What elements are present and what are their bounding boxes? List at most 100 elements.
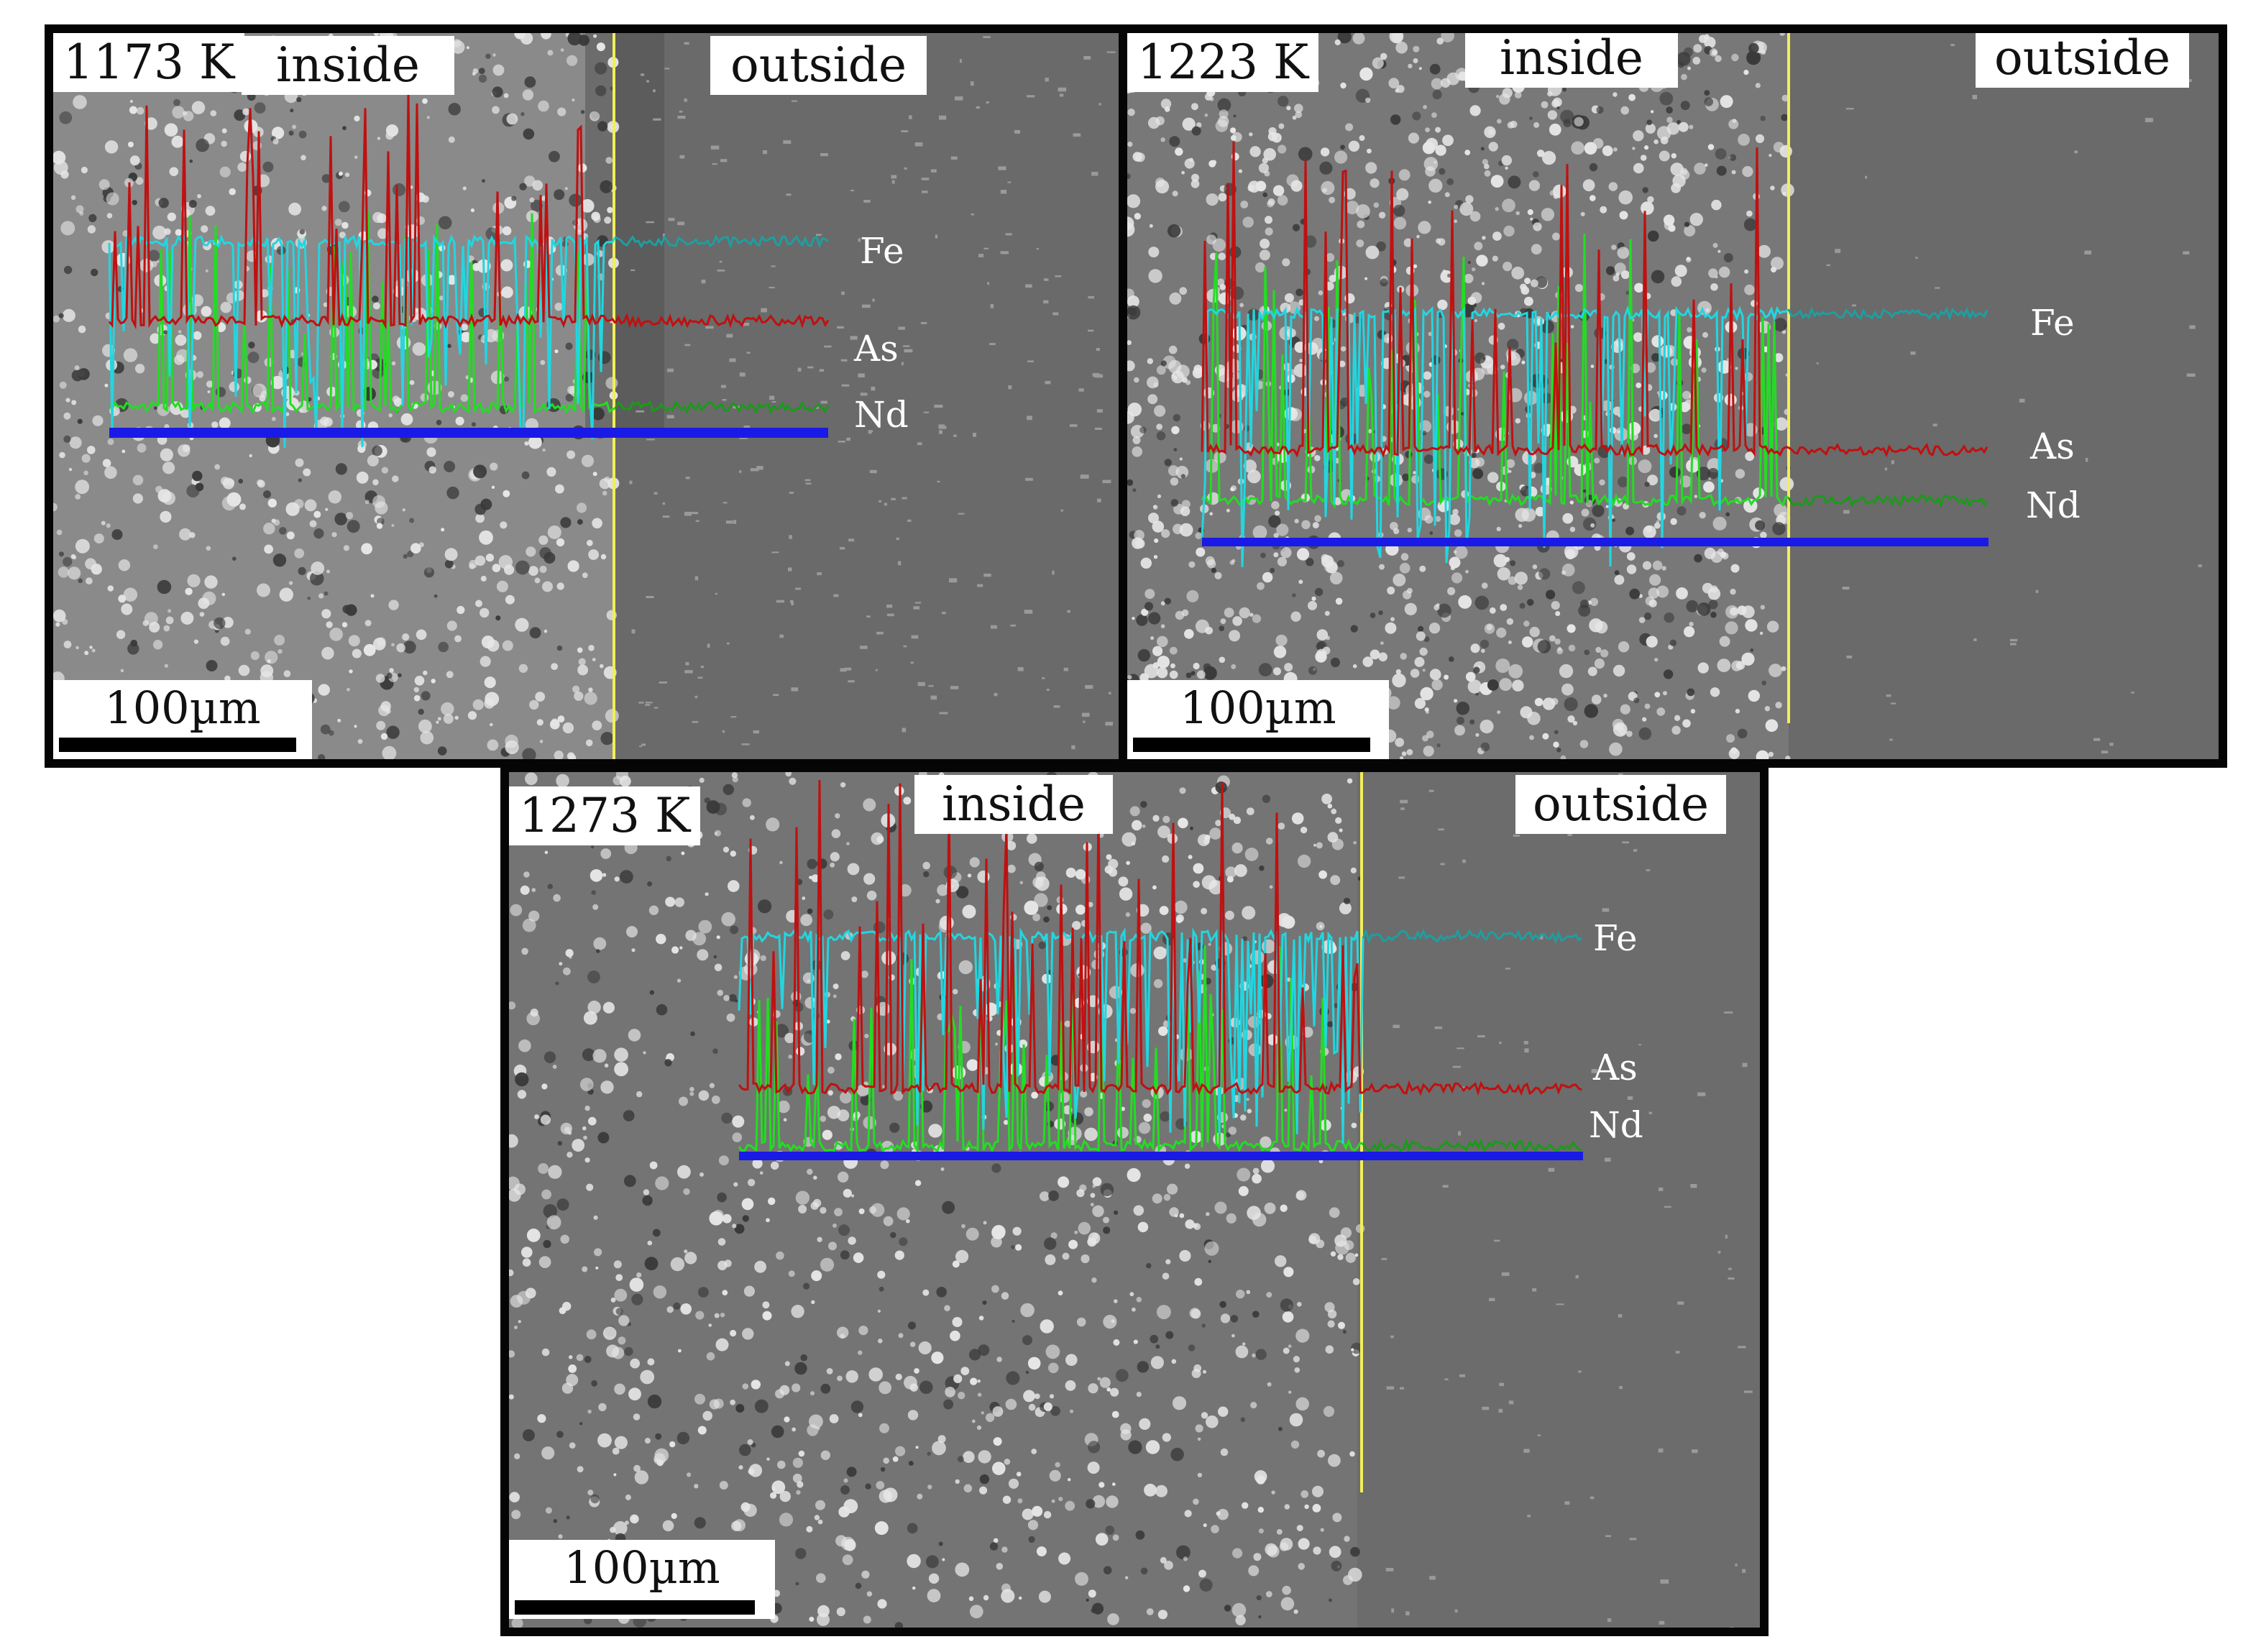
particle (1405, 451, 1413, 459)
particle (523, 871, 530, 878)
particle (1025, 284, 1032, 288)
particle (248, 341, 255, 349)
particle (809, 1414, 823, 1429)
particle (1169, 670, 1178, 679)
particle (840, 951, 850, 960)
particle (1687, 327, 1692, 333)
particle (1284, 663, 1293, 672)
particle (2131, 692, 2134, 694)
particle (1163, 948, 1167, 952)
particle (1725, 621, 1738, 635)
particle (577, 647, 583, 653)
particle (1127, 194, 1141, 208)
particle (1451, 572, 1463, 584)
particle (428, 466, 436, 474)
particle (840, 1250, 850, 1260)
particle (714, 963, 723, 972)
particle (567, 560, 579, 572)
particle (1078, 1221, 1091, 1235)
particle (1613, 147, 1618, 152)
particle (886, 604, 893, 608)
particle (1567, 832, 1572, 836)
particle (1240, 1417, 1245, 1422)
particle (1148, 269, 1162, 283)
particle (1158, 1026, 1168, 1036)
particle (539, 565, 547, 574)
particle (84, 651, 89, 656)
particle (503, 376, 510, 382)
particle (754, 1399, 769, 1413)
particle (543, 629, 548, 633)
particle (183, 111, 194, 121)
particle (1625, 290, 1630, 295)
particle (881, 950, 896, 965)
particle (1258, 1615, 1262, 1619)
particle (1276, 1529, 1283, 1535)
particle (1400, 756, 1404, 759)
particle (1584, 704, 1598, 718)
particle (633, 1464, 641, 1472)
particle (771, 401, 776, 403)
particle (189, 159, 193, 163)
particle (634, 1470, 649, 1484)
particle (1671, 276, 1682, 287)
particle (444, 548, 458, 561)
particle (698, 1287, 709, 1298)
particle (1173, 448, 1178, 451)
particle (607, 206, 613, 214)
particle (759, 1171, 763, 1175)
particle (1001, 1546, 1008, 1553)
particle (1536, 150, 1545, 157)
particle (1725, 605, 1739, 619)
particle (811, 1300, 815, 1304)
particle (817, 1519, 823, 1525)
particle (895, 1446, 906, 1456)
particle (587, 1490, 594, 1496)
particle (1076, 1317, 1086, 1327)
particle (840, 1091, 852, 1103)
particle (1088, 1383, 1098, 1394)
particle (386, 725, 400, 739)
particle (1434, 605, 1440, 611)
particle (378, 705, 390, 717)
particle (572, 1139, 585, 1152)
particle (1071, 745, 1075, 750)
particle (590, 869, 603, 882)
particle (720, 159, 728, 162)
particle (602, 1001, 615, 1014)
particle (679, 155, 685, 159)
particle (958, 513, 965, 515)
particle (1119, 887, 1133, 901)
particle (560, 517, 572, 528)
particle (1743, 218, 1757, 231)
particle (1432, 89, 1442, 100)
particle (547, 884, 553, 889)
particle (153, 406, 157, 410)
particle (1464, 273, 1474, 284)
particle (939, 712, 948, 715)
particle (475, 600, 482, 607)
particle (559, 962, 563, 966)
particle (1076, 1189, 1085, 1198)
particle (1345, 1252, 1356, 1263)
particle (263, 490, 271, 499)
particle (1224, 1605, 1231, 1612)
particle (377, 137, 381, 140)
particle (1666, 116, 1673, 124)
particle (1705, 163, 1708, 167)
particle (1183, 1556, 1188, 1561)
particle (945, 1387, 955, 1398)
particle (1690, 709, 1696, 714)
particle (562, 1301, 572, 1311)
particle (1162, 1433, 1171, 1442)
particle (1088, 329, 1094, 332)
particle (614, 1383, 625, 1395)
particle (1591, 694, 1602, 705)
particle (783, 1118, 787, 1122)
particle (1313, 843, 1316, 847)
fe-profile (1362, 928, 1582, 944)
particle (1421, 431, 1427, 436)
particle (515, 618, 529, 632)
particle (993, 1437, 1002, 1446)
particle (168, 609, 172, 613)
